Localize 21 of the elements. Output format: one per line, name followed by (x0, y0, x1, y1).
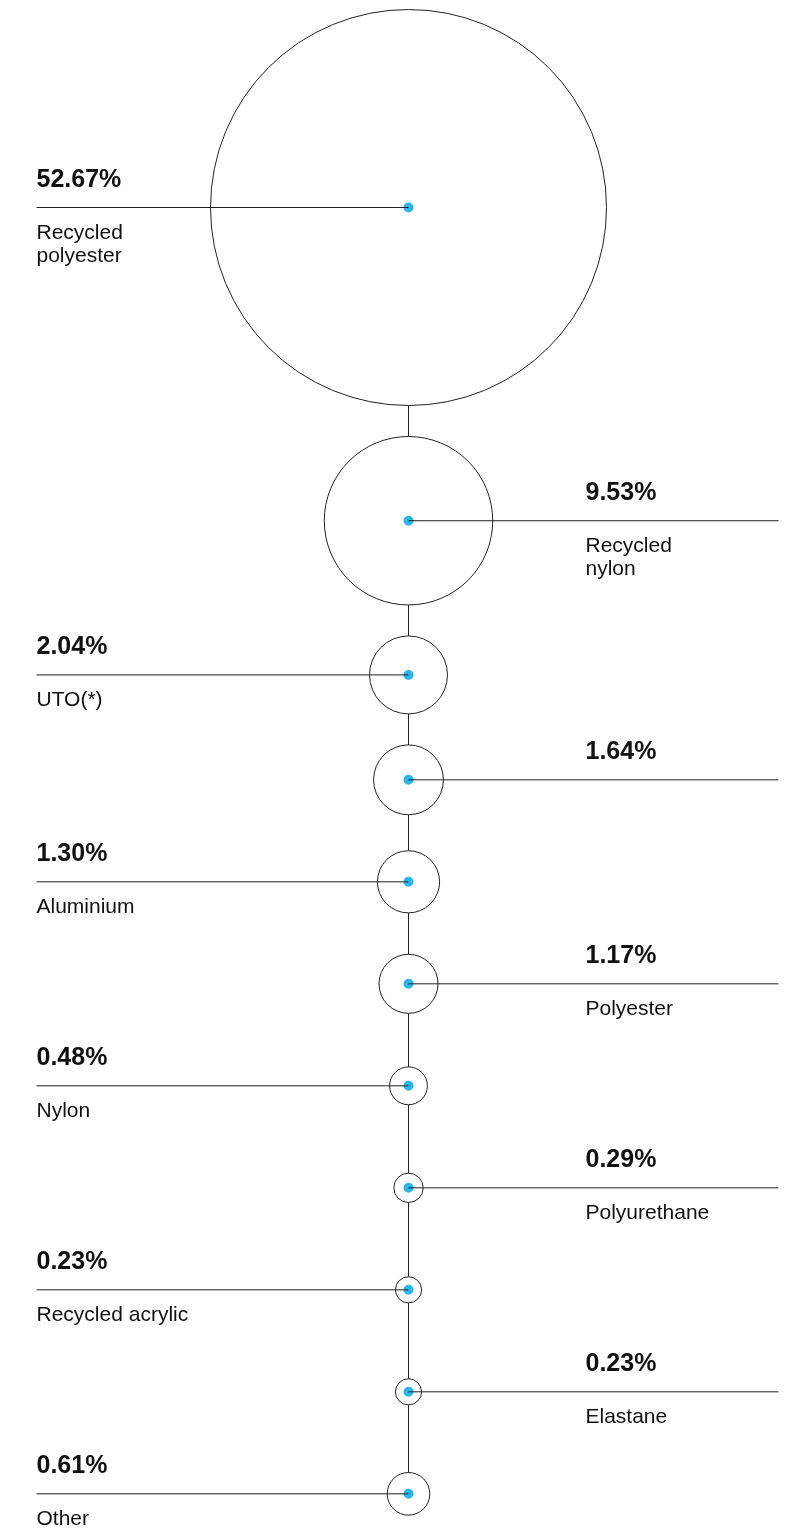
category-label: Polyester (585, 995, 674, 1019)
category-label: Polyurethane (585, 1199, 710, 1223)
data-label: 52.67% (36, 163, 122, 192)
data-label: 0.23% (36, 1245, 108, 1274)
data-label: 0.23% (585, 1347, 657, 1376)
category-label: Recycled acrylic (36, 1301, 189, 1325)
data-label: 0.48% (36, 1041, 108, 1070)
category-label: UTO(*) (36, 686, 103, 710)
data-label: 2.04% (36, 630, 108, 659)
data-label: 9.53% (585, 476, 657, 505)
category-label: Nylon (36, 1097, 91, 1121)
category-label: Recycled nylon (585, 532, 672, 579)
data-label: 0.29% (585, 1143, 657, 1172)
data-label: 0.61% (36, 1449, 108, 1478)
category-label: Recycled polyester (36, 219, 123, 266)
category-label: Elastane (585, 1403, 668, 1427)
data-label: 1.30% (36, 837, 108, 866)
category-label: Other (36, 1505, 90, 1529)
category-label: Aluminium (36, 893, 135, 917)
data-label: 1.64% (585, 735, 657, 764)
data-label: 1.17% (585, 939, 657, 968)
